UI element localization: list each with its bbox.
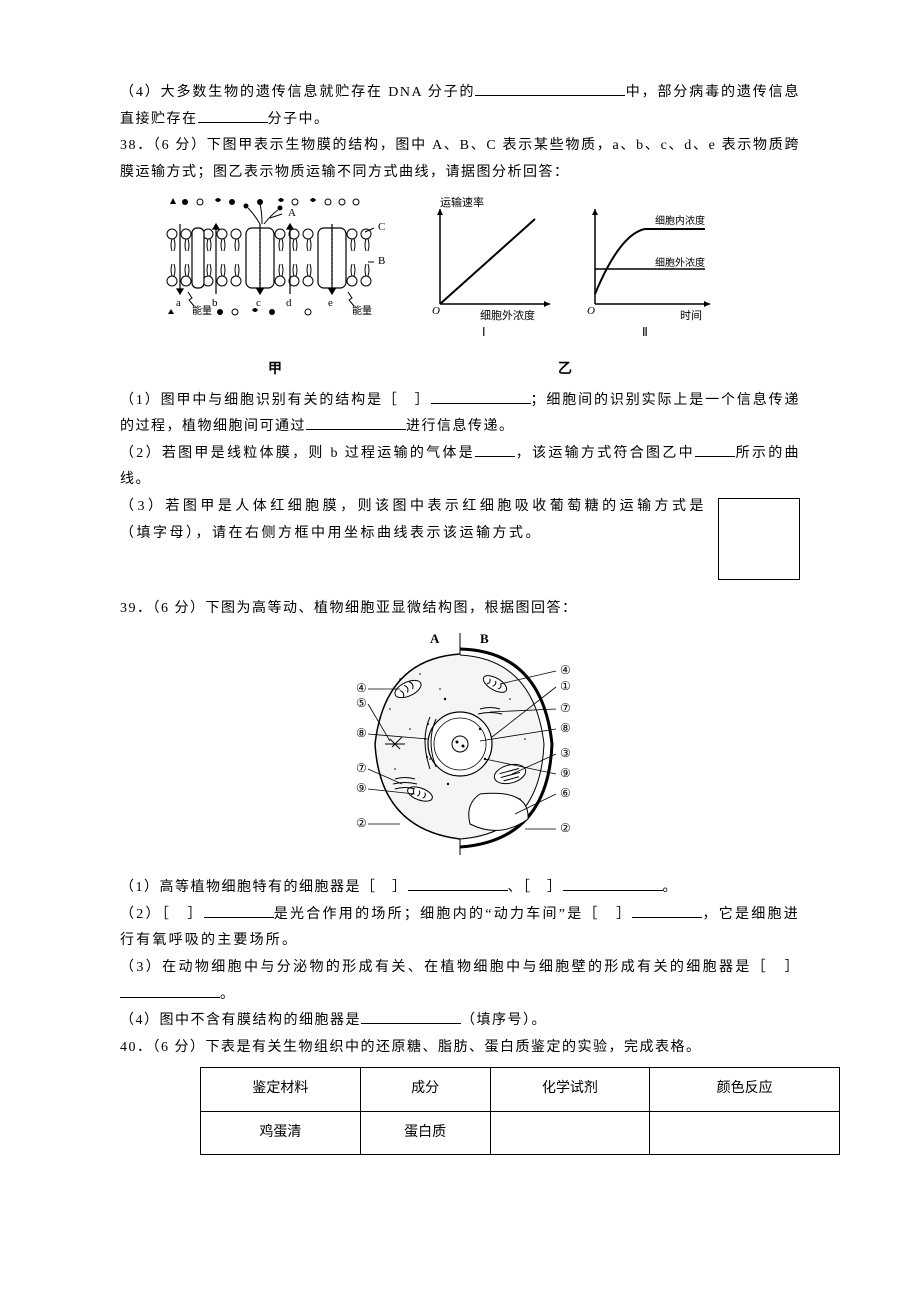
text: 进行信息传递。 [406, 419, 515, 434]
text: （2）［ ］ [120, 907, 204, 922]
answer-box [718, 498, 800, 580]
text: （填序号）。 [461, 1013, 547, 1028]
cell: 鸡蛋清 [201, 1111, 361, 1155]
text: （1）高等植物细胞特有的细胞器是［ ］ [120, 880, 408, 895]
q40-stem: 40．（6 分）下表是有关生物组织中的还原糖、脂肪、蛋白质鉴定的实验，完成表格。 [120, 1035, 800, 1062]
energy-label: 能量 [192, 304, 212, 317]
series-in: 细胞内浓度 [655, 214, 705, 227]
col-header: 鉴定材料 [201, 1068, 361, 1112]
svg-text:①: ① [560, 679, 571, 693]
blank [695, 442, 735, 457]
blank [198, 108, 268, 123]
blank [563, 876, 663, 891]
text: 。 [220, 987, 236, 1002]
q39-item1: （1）高等植物细胞特有的细胞器是［ ］ 、［ ］ 。 [120, 875, 800, 902]
text: （4）大多数生物的遗传信息就贮存在 DNA 分子的 [120, 85, 475, 100]
svg-text:④: ④ [356, 681, 367, 695]
svg-text:⑤: ⑤ [356, 696, 367, 710]
table-header-row: 鉴定材料 成分 化学试剂 颜色反应 [201, 1068, 840, 1112]
blank [204, 903, 274, 918]
svg-text:O: O [432, 305, 440, 317]
svg-text:②: ② [560, 821, 571, 835]
label-B: B [480, 631, 489, 646]
cell-diagram: A B [120, 629, 800, 870]
col-header: 成分 [360, 1068, 490, 1112]
label-B: B [378, 255, 385, 267]
q40-table: 鉴定材料 成分 化学试剂 颜色反应 鸡蛋清 蛋白质 [200, 1067, 840, 1155]
q39-item2: （2）［ ］是光合作用的场所；细胞内的“动力车间”是［ ］，它是细胞进行有氧呼吸… [120, 902, 800, 955]
text: （4）图中不含有膜结构的细胞器是 [120, 1013, 361, 1028]
blank [306, 415, 406, 430]
q38-figures: A [160, 194, 800, 383]
text: 。 [663, 880, 679, 895]
svg-text:②: ② [356, 816, 367, 830]
ylabel-I: 运输速率 [440, 195, 484, 209]
col-header: 颜色反应 [650, 1068, 840, 1112]
table-row: 鸡蛋清 蛋白质 [201, 1111, 840, 1155]
tag-II: Ⅱ [642, 325, 648, 339]
text: ，该运输方式符合图乙中 [515, 446, 695, 461]
text: 是光合作用的场所；细胞内的“动力车间”是［ ］ [274, 907, 633, 922]
svg-text:⑧: ⑧ [356, 726, 367, 740]
q38-item3: （3）若图甲是人体红细胞膜，则该图中表示红细胞吸收葡萄糖的运输方式是（填字母），… [120, 494, 800, 547]
fig-caption-jia: 甲 [160, 357, 390, 384]
svg-text:O: O [587, 305, 595, 317]
col-header: 化学试剂 [490, 1068, 650, 1112]
label-A: A [430, 631, 440, 646]
svg-text:⑥: ⑥ [560, 786, 571, 800]
energy-label: 能量 [352, 304, 372, 317]
svg-text:④: ④ [560, 663, 571, 677]
series-out: 细胞外浓度 [655, 256, 705, 269]
xlabel-I: 细胞外浓度 [480, 308, 535, 322]
text: （3）在动物细胞中与分泌物的形成有关、在植物细胞中与细胞壁的形成有关的细胞器是［… [120, 960, 800, 975]
svg-text:⑦: ⑦ [560, 701, 571, 715]
svg-text:⑨: ⑨ [356, 781, 367, 795]
svg-text:⑦: ⑦ [356, 761, 367, 775]
svg-text:e: e [328, 297, 333, 309]
label-C: C [378, 221, 385, 233]
svg-text:⑧: ⑧ [560, 721, 571, 735]
xlabel-II: 时间 [680, 309, 702, 322]
text: （1）图甲中与细胞识别有关的结构是［ ］ [120, 393, 431, 408]
fig-caption-yi: 乙 [410, 357, 720, 384]
tag-I: Ⅰ [482, 325, 486, 339]
text: 、［ ］ [508, 880, 563, 895]
label-A: A [288, 207, 296, 219]
fig-membrane: A [160, 194, 390, 383]
cell [650, 1111, 840, 1155]
blank [361, 1009, 461, 1024]
blank [120, 983, 220, 998]
q38-stem: 38．（6 分）下图甲表示生物膜的结构，图中 A、B、C 表示某些物质，a、b、… [120, 133, 800, 186]
q39-stem: 39．（6 分）下图为高等动、植物细胞亚显微结构图，根据图回答： [120, 596, 800, 623]
blank [408, 876, 508, 891]
svg-text:a: a [176, 297, 181, 309]
svg-text:d: d [286, 297, 292, 309]
svg-text:b: b [212, 297, 218, 309]
svg-text:c: c [256, 297, 261, 309]
q38-item2: （2）若图甲是线粒体膜，则 b 过程运输的气体是，该运输方式符合图乙中所示的曲线… [120, 441, 800, 494]
q39-item3: （3）在动物细胞中与分泌物的形成有关、在植物细胞中与细胞壁的形成有关的细胞器是［… [120, 955, 800, 1008]
svg-text:⑨: ⑨ [560, 766, 571, 780]
cell: 蛋白质 [360, 1111, 490, 1155]
q37-item4: （4）大多数生物的遗传信息就贮存在 DNA 分子的中，部分病毒的遗传信息直接贮存… [120, 80, 800, 133]
fig-charts: 运输速率 O 细胞外浓度 Ⅰ 细胞内浓度 细胞外浓度 O 时间 [410, 194, 720, 383]
blank [431, 389, 531, 404]
blank [632, 903, 702, 918]
text: （2）若图甲是线粒体膜，则 b 过程运输的气体是 [120, 446, 475, 461]
text: 分子中。 [268, 112, 330, 127]
q39-item4: （4）图中不含有膜结构的细胞器是 （填序号）。 [120, 1008, 800, 1035]
q38-item1: （1）图甲中与细胞识别有关的结构是［ ］；细胞间的识别实际上是一个信息传递的过程… [120, 388, 800, 441]
cell [490, 1111, 650, 1155]
blank [475, 442, 515, 457]
blank [475, 81, 625, 96]
svg-text:③: ③ [560, 746, 571, 760]
